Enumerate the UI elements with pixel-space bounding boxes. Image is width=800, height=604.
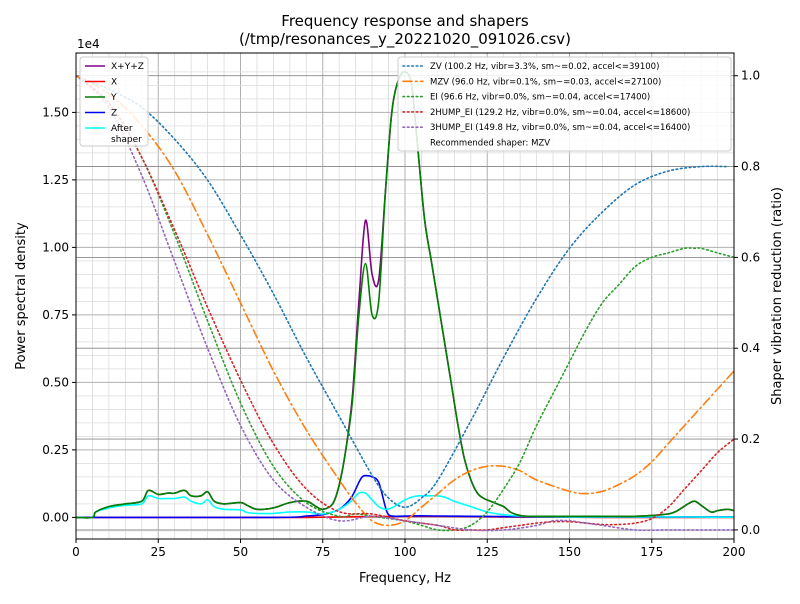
legend-right-box — [397, 56, 732, 152]
x-ticks: 0 25 50 75 100 125 150 175 200 — [72, 539, 745, 559]
y-tick-label: 0.00 — [42, 510, 69, 524]
x-tick-label: 150 — [558, 545, 581, 559]
series-line-ei — [76, 74, 734, 532]
x-tick-label: 0 — [72, 545, 80, 559]
legend-left-box — [79, 56, 149, 147]
legend-right: ZV (100.2 Hz, vibr=3.3%, sm~=0.02, accel… — [397, 56, 732, 152]
x-tick-label: 100 — [394, 545, 417, 559]
y2-tick-label: 0.0 — [741, 523, 760, 537]
y-tick-label: 0.50 — [42, 375, 69, 389]
legend-label-after-shaper: shaper — [111, 135, 142, 145]
y2-tick-label: 0.4 — [741, 341, 760, 355]
series-line-2hump — [76, 74, 734, 532]
legend-label-z: Z — [111, 109, 117, 119]
series-line-3hump — [76, 74, 734, 532]
x-tick-label: 200 — [723, 545, 746, 559]
y-tick-label: 0.75 — [42, 308, 69, 322]
y2-tick-label: 0.8 — [741, 160, 760, 174]
y-tick-label: 1.00 — [42, 240, 69, 254]
legend-label-mzv: MZV (96.0 Hz, vibr=0.1%, sm~=0.03, accel… — [430, 77, 661, 87]
x-tick-label: 125 — [476, 545, 499, 559]
legend-label-ei: EI (96.6 Hz, vibr=0.0%, sm~=0.04, accel<… — [430, 93, 650, 103]
x-tick-label: 25 — [151, 545, 166, 559]
x-tick-label: 50 — [233, 545, 248, 559]
legend-label-x-y-z: X+Y+Z — [111, 62, 144, 72]
y2-tick-label: 1.0 — [741, 69, 760, 83]
series-line-zv — [76, 74, 729, 509]
y-scale-label: 1e4 — [77, 37, 100, 51]
x-tick-label: 75 — [315, 545, 330, 559]
legend-label-3hump-ei: 3HUMP_EI (149.8 Hz, vibr=0.0%, sm~=0.04,… — [430, 123, 690, 133]
y2-tick-label: 0.2 — [741, 432, 760, 446]
series-line-mzv — [76, 74, 734, 527]
y2-tick-label: 0.6 — [741, 250, 760, 264]
series-line-after-shaper — [76, 491, 734, 519]
y-tick-label: 0.25 — [42, 443, 69, 457]
legend-label-zv: ZV (100.2 Hz, vibr=3.3%, sm~=0.02, accel… — [430, 62, 659, 72]
chart-subtitle: (/tmp/resonances_y_20221020_091026.csv) — [239, 30, 571, 49]
legend-label-after-shaper: After — [111, 124, 133, 134]
psd-series-group — [76, 70, 734, 519]
y2-ticks: 0.0 0.2 0.4 0.6 0.8 1.0 — [734, 69, 760, 537]
y-ticks: 0.00 0.25 0.50 0.75 1.00 1.25 1.50 — [42, 105, 76, 524]
y2-axis-label: Shaper vibration reduction (ratio) — [770, 187, 785, 405]
y-axis-label: Power spectral density — [14, 222, 29, 370]
legend-label-recommended: Recommended shaper: MZV — [430, 139, 550, 149]
legend-label-x: X — [111, 78, 117, 88]
shaper-series-group — [76, 74, 734, 532]
chart-title: Frequency response and shapers — [281, 12, 529, 30]
y-tick-label: 1.50 — [42, 105, 69, 119]
y-tick-label: 1.25 — [42, 173, 69, 187]
legend-label-y: Y — [110, 93, 117, 103]
gridlines — [75, 53, 735, 539]
x-tick-label: 175 — [640, 545, 663, 559]
legend-label-2hump-ei: 2HUMP_EI (129.2 Hz, vibr=0.0%, sm~=0.04,… — [430, 108, 690, 118]
x-axis-label: Frequency, Hz — [359, 571, 451, 586]
series-line-y — [76, 70, 734, 519]
